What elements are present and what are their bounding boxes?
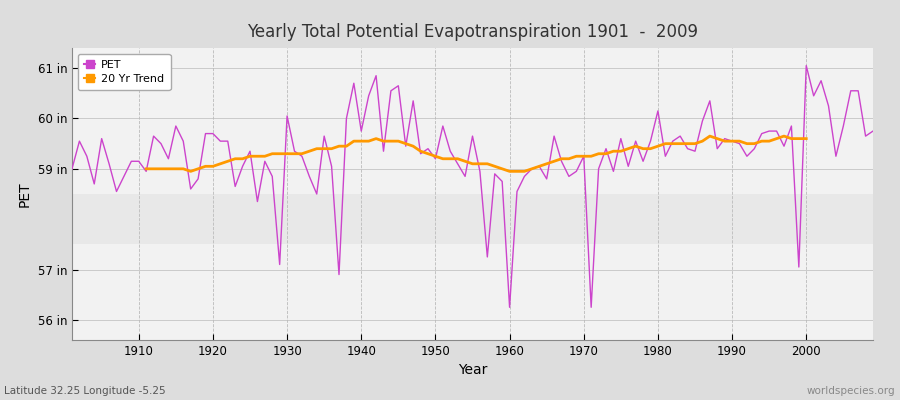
- Bar: [72, 144, 873, 194]
- Text: Latitude 32.25 Longitude -5.25: Latitude 32.25 Longitude -5.25: [4, 386, 166, 396]
- Bar: [72, 244, 873, 295]
- Bar: [72, 93, 873, 144]
- Legend: PET, 20 Yr Trend: PET, 20 Yr Trend: [77, 54, 171, 90]
- Bar: [72, 43, 873, 93]
- X-axis label: Year: Year: [458, 364, 487, 378]
- Bar: [72, 295, 873, 345]
- Title: Yearly Total Potential Evapotranspiration 1901  -  2009: Yearly Total Potential Evapotranspiratio…: [247, 23, 698, 41]
- Y-axis label: PET: PET: [18, 181, 32, 207]
- Text: worldspecies.org: worldspecies.org: [807, 386, 896, 396]
